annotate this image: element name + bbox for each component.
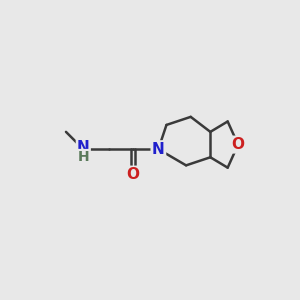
Text: O: O (232, 137, 244, 152)
Text: N: N (152, 142, 165, 157)
Text: N: N (77, 140, 90, 155)
Text: O: O (127, 167, 140, 182)
Text: H: H (77, 150, 89, 164)
